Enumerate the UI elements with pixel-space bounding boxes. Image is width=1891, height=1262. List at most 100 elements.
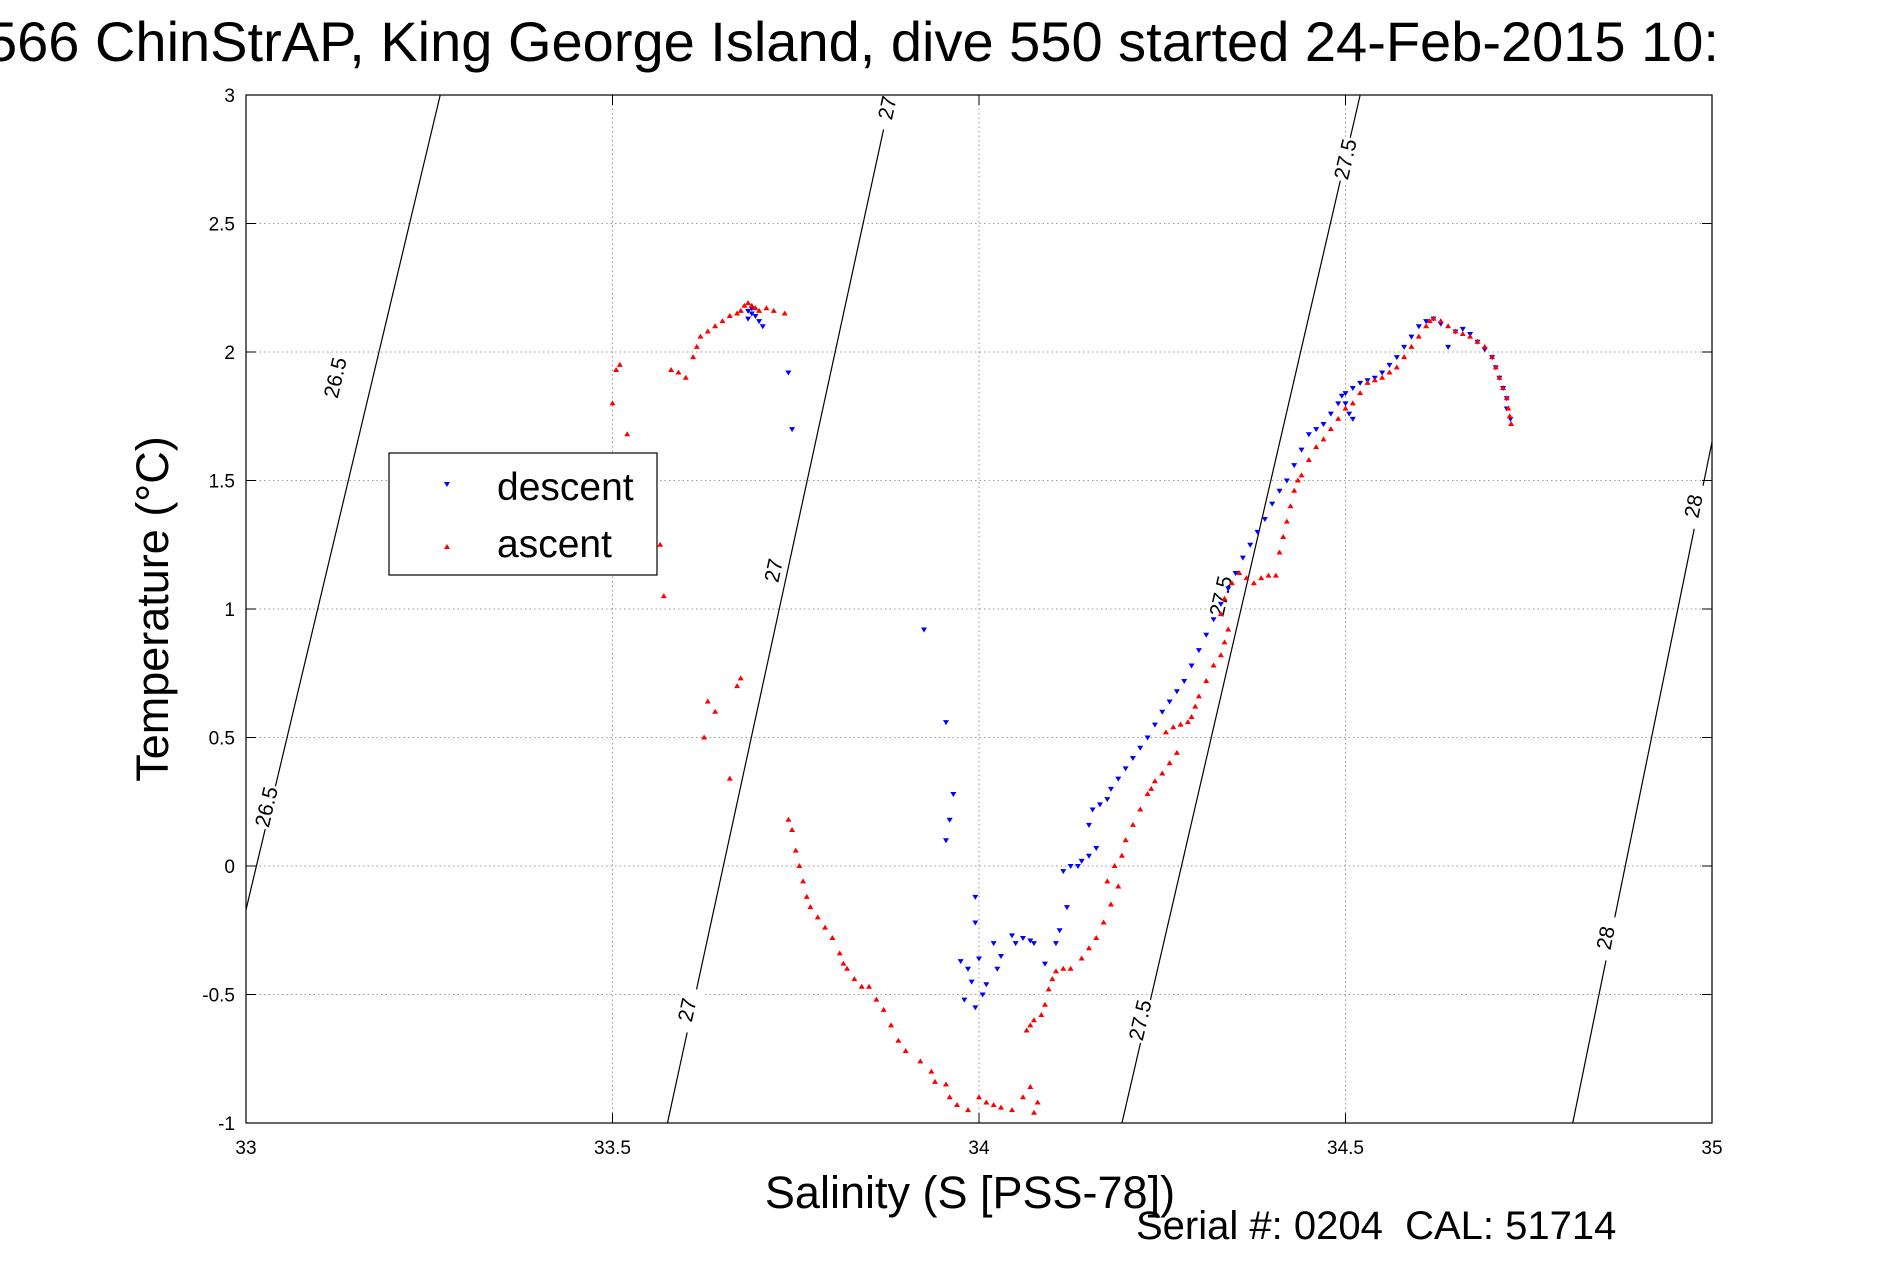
descent-point	[1144, 735, 1151, 741]
ascent-point	[1217, 652, 1224, 658]
descent-point	[745, 316, 752, 322]
ascent-point	[1188, 713, 1195, 719]
ascent-point	[1298, 472, 1305, 478]
descent-point	[1254, 529, 1261, 535]
contour-label-bg	[1590, 914, 1621, 962]
ascent-point	[734, 683, 741, 689]
descent-point	[994, 966, 1001, 972]
ascent-point	[1030, 1017, 1037, 1023]
ascent-point	[1166, 760, 1173, 766]
ascent-point	[1508, 420, 1515, 426]
descent-point	[1408, 334, 1415, 340]
legend-label-descent: descent	[497, 466, 634, 509]
descent-point	[745, 308, 752, 314]
ascent-point	[756, 307, 763, 313]
descent-point	[972, 894, 979, 900]
ascent-point	[1500, 384, 1507, 390]
descent-point	[1085, 822, 1092, 828]
contour-line-27-5	[1121, 95, 1361, 1123]
ascent-point	[1100, 919, 1107, 925]
ascent-point	[1217, 611, 1224, 617]
contour-label-bg	[319, 353, 352, 402]
ascent-point	[796, 863, 803, 868]
ascent-point	[1118, 852, 1125, 858]
ascent-point	[745, 300, 752, 306]
ascent-point	[734, 310, 741, 316]
ascent-point	[807, 904, 814, 910]
density-contours	[246, 95, 1712, 1123]
ascent-point	[840, 960, 847, 966]
chart-title: 566 ChinStrAP, King George Island, dive …	[0, 10, 1719, 73]
ascent-point	[741, 302, 748, 308]
ascent-point	[1104, 878, 1111, 884]
descent-point	[1445, 344, 1452, 350]
descent-point	[1261, 517, 1268, 523]
descent-point	[961, 997, 968, 1003]
ascent-point	[1008, 1107, 1015, 1113]
contour-label-bg	[1205, 572, 1237, 621]
descent-point	[1151, 722, 1158, 728]
descent-point	[972, 1005, 979, 1011]
ascent-point	[917, 1058, 924, 1064]
ascent-point	[712, 708, 719, 714]
ascent-point	[1041, 1001, 1048, 1007]
y-axis-label: Temperature (°C)	[127, 436, 178, 782]
contour-label-bg	[758, 546, 790, 595]
ascent-point	[1162, 729, 1169, 735]
ascent-point	[1034, 1099, 1041, 1105]
x-tick-label: 33.5	[594, 1138, 631, 1159]
ascent-point	[943, 1081, 950, 1087]
x-tick-label: 34	[968, 1138, 990, 1159]
descent-point	[1269, 501, 1276, 507]
ascent-point	[1294, 477, 1301, 483]
descent-point	[1346, 411, 1353, 417]
descent-point	[1019, 935, 1026, 941]
ascent-point	[1030, 1109, 1037, 1115]
contour-label-bg	[671, 986, 703, 1034]
ascent-point	[1506, 413, 1513, 419]
ascent-point	[1210, 662, 1217, 668]
ascent-point	[1280, 534, 1287, 540]
ascent-point	[675, 369, 682, 375]
descent-point	[1342, 391, 1349, 397]
descent-point	[1012, 941, 1019, 947]
ascent-point	[1423, 323, 1430, 329]
ascent-point	[1027, 1022, 1034, 1028]
ascent-point	[1305, 456, 1312, 462]
contour-label: 27.5	[1330, 137, 1362, 182]
ascent-point	[822, 924, 829, 930]
descent-point	[1379, 370, 1386, 376]
descent-point	[946, 817, 953, 823]
ascent-point	[668, 366, 675, 372]
ascent-point	[851, 976, 858, 982]
ascent-point	[1313, 444, 1320, 450]
y-tick-label: -0.5	[202, 986, 235, 1007]
ascent-point	[1474, 338, 1481, 344]
ascent-point	[1489, 354, 1496, 360]
y-tick-label: 1	[224, 600, 235, 621]
ascent-point	[690, 354, 697, 360]
descent-point	[1291, 463, 1298, 469]
ascent-point	[1049, 976, 1056, 982]
ascent-point	[946, 1094, 953, 1100]
descent-point	[1096, 802, 1103, 808]
contour-label: 27.5	[1125, 998, 1157, 1043]
descent-point	[1349, 416, 1356, 422]
ascent-point	[1195, 693, 1202, 699]
ascent-point	[990, 1102, 997, 1108]
y-tick-label: 2.5	[209, 215, 235, 236]
contour-label-bg	[871, 84, 903, 132]
legend: descent ascent	[388, 452, 658, 576]
ascent-point	[1437, 318, 1444, 324]
ascent-point	[1170, 724, 1177, 730]
ascent-point	[1129, 821, 1136, 827]
y-tick-label: 0	[224, 857, 235, 878]
descent-point	[976, 956, 982, 962]
x-tick-label: 35	[1701, 1138, 1722, 1159]
ascent-point	[704, 698, 711, 704]
ascent-point	[1078, 955, 1085, 961]
y-tick-label: 1.5	[209, 472, 235, 493]
descent-point	[1052, 941, 1059, 947]
grid	[246, 95, 1712, 1123]
ascent-point	[1349, 400, 1356, 406]
